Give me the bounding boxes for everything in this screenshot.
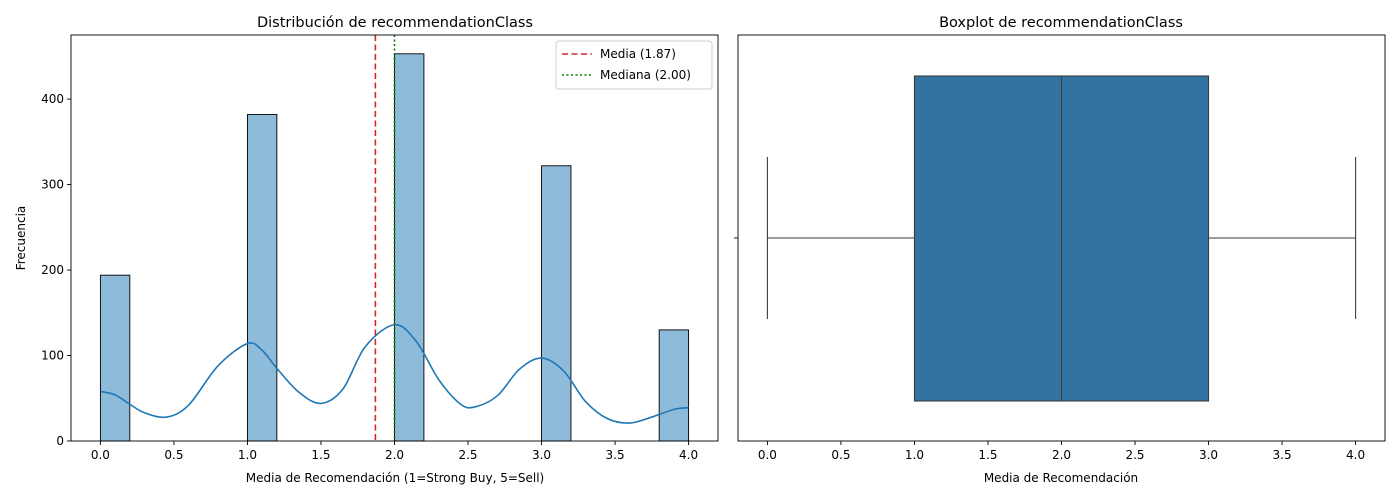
histogram-x-tick-label: 2.0: [385, 448, 404, 462]
legend: Media (1.87) Mediana (2.00): [555, 40, 713, 90]
histogram-x-tick-label: 2.5: [458, 448, 477, 462]
histogram-panel: Distribución de recommendationClass 0.0 0…: [14, 15, 719, 485]
boxplot-x-axis-label: Media de Recomendación: [984, 471, 1138, 485]
histogram-bar-2: [394, 53, 425, 442]
histogram-x-tick-label: 3.5: [606, 448, 625, 462]
histogram-y-axis-label: Frecuencia: [14, 206, 28, 271]
histogram-x-tick-label: 4.0: [679, 448, 698, 462]
histogram-y-tick-label: 200: [41, 263, 64, 277]
histogram-y-tick-label: 100: [41, 349, 64, 363]
boxplot-x-tick-label: 4.0: [1346, 448, 1365, 462]
histogram-y-tick-label: 300: [41, 178, 64, 192]
boxplot-x-tick-label: 3.0: [1199, 448, 1218, 462]
boxplot-panel: Boxplot de recommendationClass 0.0 0.5 1.0…: [734, 15, 1386, 485]
boxplot-title: Boxplot de recommendationClass: [939, 15, 1183, 31]
histogram-x-tick-label: 3.0: [532, 448, 551, 462]
histogram-bar-4: [658, 329, 690, 442]
histogram-bar-1: [247, 114, 278, 442]
boxplot-x-tick-label: 0.5: [831, 448, 850, 462]
boxplot-x-tick-label: 2.0: [1052, 448, 1071, 462]
legend-box: [555, 40, 713, 90]
boxplot-x-tick-label: 1.5: [978, 448, 997, 462]
histogram-y-tick-label: 400: [41, 92, 64, 106]
histogram-bars: [99, 53, 690, 442]
histogram-x-axis-label: Media de Recomendación (1=Strong Buy, 5=…: [246, 471, 544, 485]
boxplot-x-tick-label: 0.0: [758, 448, 777, 462]
boxplot-x-tick-label: 1.0: [905, 448, 924, 462]
legend-median-label: Mediana (2.00): [600, 68, 691, 82]
histogram-x-tick-label: 0.0: [91, 448, 110, 462]
histogram-x-ticks: 0.0 0.5 1.0 1.5 2.0 2.5 3.0 3.5 4.0: [91, 441, 698, 462]
boxplot-x-tick-label: 2.5: [1125, 448, 1144, 462]
histogram-title: Distribución de recommendationClass: [257, 15, 533, 31]
histogram-bar-0: [99, 274, 131, 442]
histogram-x-tick-label: 0.5: [164, 448, 183, 462]
boxplot-x-tick-label: 3.5: [1273, 448, 1292, 462]
histogram-y-ticks: 0 100 200 300 400: [41, 92, 71, 448]
histogram-bar-3: [541, 165, 572, 442]
histogram-x-tick-label: 1.0: [238, 448, 257, 462]
histogram-x-tick-label: 1.5: [311, 448, 330, 462]
histogram-y-tick-label: 0: [56, 434, 64, 448]
boxplot-x-ticks: 0.0 0.5 1.0 1.5 2.0 2.5 3.0 3.5 4.0: [758, 441, 1365, 462]
legend-mean-label: Media (1.87): [600, 47, 676, 61]
